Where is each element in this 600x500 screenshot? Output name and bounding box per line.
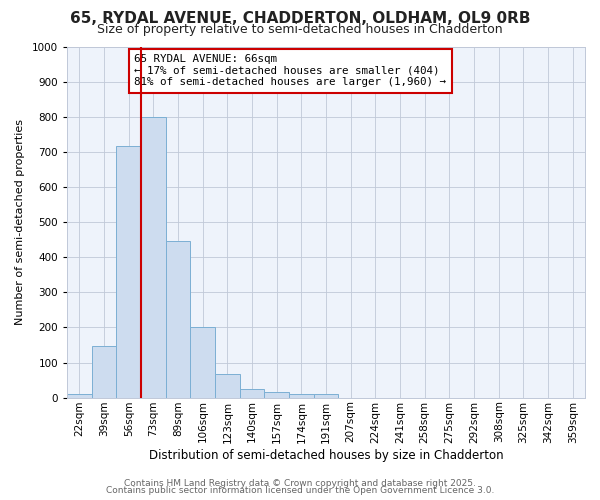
Bar <box>289 394 314 398</box>
Text: Contains HM Land Registry data © Crown copyright and database right 2025.: Contains HM Land Registry data © Crown c… <box>124 478 476 488</box>
Text: Contains public sector information licensed under the Open Government Licence 3.: Contains public sector information licen… <box>106 486 494 495</box>
Bar <box>166 242 190 398</box>
Bar <box>215 374 240 398</box>
Bar <box>265 392 289 398</box>
Bar <box>92 346 116 398</box>
Text: 65, RYDAL AVENUE, CHADDERTON, OLDHAM, OL9 0RB: 65, RYDAL AVENUE, CHADDERTON, OLDHAM, OL… <box>70 11 530 26</box>
Bar <box>67 394 92 398</box>
Text: 65 RYDAL AVENUE: 66sqm
← 17% of semi-detached houses are smaller (404)
81% of se: 65 RYDAL AVENUE: 66sqm ← 17% of semi-det… <box>134 54 446 88</box>
Text: Size of property relative to semi-detached houses in Chadderton: Size of property relative to semi-detach… <box>97 22 503 36</box>
Bar <box>314 394 338 398</box>
X-axis label: Distribution of semi-detached houses by size in Chadderton: Distribution of semi-detached houses by … <box>149 450 503 462</box>
Y-axis label: Number of semi-detached properties: Number of semi-detached properties <box>15 119 25 325</box>
Bar <box>190 328 215 398</box>
Bar <box>240 389 265 398</box>
Bar <box>141 116 166 398</box>
Bar <box>116 146 141 398</box>
